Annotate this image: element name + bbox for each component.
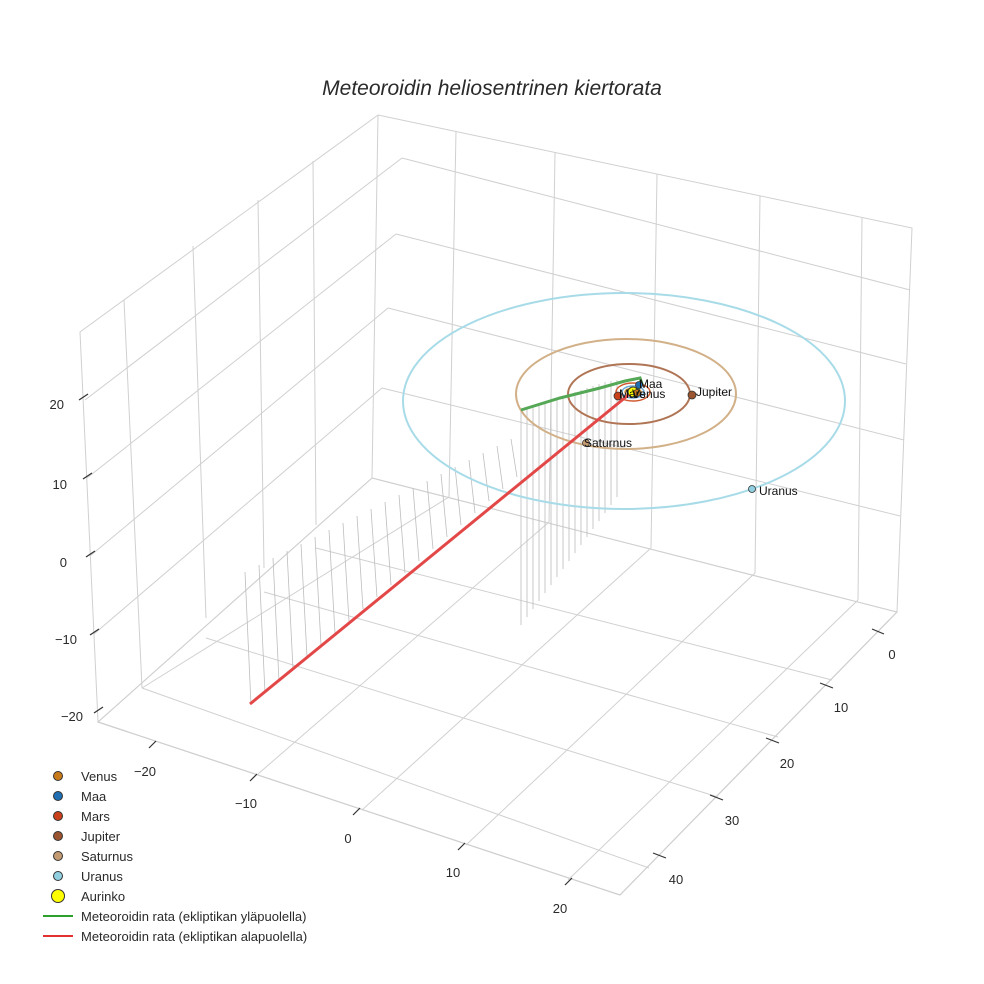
x-tick-label: 0 [344,831,351,846]
mars-label: Mars [619,387,646,401]
legend-item-mars[interactable]: Mars [40,806,307,826]
maa-orbit [621,385,645,399]
legend-label: Meteoroidin rata (ekliptikan yläpuolella… [81,908,307,924]
y-axis: 0 10 20 30 40 [619,611,898,896]
legend-label: Maa [81,788,107,804]
x-axis: −20 −10 0 10 20 [97,721,621,916]
y-tick-label: 20 [780,756,794,771]
planets: Maa Mars Venus Jupiter Saturnus Uranus [582,377,798,498]
legend-label: Meteoroidin rata (ekliptikan alapuolella… [81,928,308,944]
legend: Venus Maa Mars Jupiter Saturnus Uranus A… [40,766,307,946]
uranus-marker [748,485,756,493]
maa-marker [635,381,643,389]
legend-item-uranus[interactable]: Uranus [40,866,307,886]
saturnus-label: Saturnus [584,436,632,450]
z-axis: 20 10 0 −10 −20 [50,393,104,724]
legend-item-path-below[interactable]: Meteoroidin rata (ekliptikan alapuolella… [40,926,307,946]
legend-item-jupiter[interactable]: Jupiter [40,826,307,846]
legend-label: Venus [81,768,118,784]
circle-marker-icon [53,791,63,801]
grid-left-wall [79,114,403,724]
y-tick-label: 10 [834,700,848,715]
legend-label: Mars [81,808,110,824]
legend-item-saturnus[interactable]: Saturnus [40,846,307,866]
legend-item-aurinko[interactable]: Aurinko [40,886,307,906]
uranus-orbit [402,292,846,510]
circle-marker-icon [53,831,63,841]
legend-item-maa[interactable]: Maa [40,786,307,806]
z-tick-label: 10 [53,477,67,492]
line-marker-icon [43,935,73,937]
venus-marker [633,389,641,397]
jupiter-label: Jupiter [696,385,732,399]
sun-marker-icon [51,889,65,903]
legend-label: Jupiter [81,828,121,844]
maa-label: Maa [639,377,663,391]
mars-marker [613,391,623,401]
uranus-label: Uranus [759,484,798,498]
y-tick-label: 40 [669,872,683,887]
z-tick-label: −20 [61,709,83,724]
circle-marker-icon [53,771,63,781]
x-tick-label: 20 [553,901,567,916]
x-tick-label: 10 [446,865,460,880]
legend-label: Uranus [81,868,123,884]
meteoroid-path-below [249,390,633,706]
z-tick-label: 20 [50,397,64,412]
x-tick-label: −10 [235,796,257,811]
y-tick-label: 0 [888,647,895,662]
venus-label: Venus [632,387,665,401]
x-tick-label: −20 [134,764,156,779]
saturnus-orbit [515,338,737,450]
legend-item-path-above[interactable]: Meteoroidin rata (ekliptikan yläpuolella… [40,906,307,926]
legend-item-venus[interactable]: Venus [40,766,307,786]
legend-label: Aurinko [81,888,126,904]
drop-lines [244,380,618,706]
orbits [402,292,846,510]
circle-marker-icon [53,851,63,861]
circle-marker-icon [53,871,63,881]
jupiter-marker [687,390,697,400]
legend-label: Saturnus [81,848,134,864]
mars-orbit [615,382,651,402]
z-tick-label: 0 [60,555,67,570]
chart-title: Meteoroidin heliosentrinen kiertorata [322,77,662,100]
line-marker-icon [43,915,73,917]
y-tick-label: 30 [725,813,739,828]
circle-marker-icon [53,811,63,821]
z-tick-label: −10 [55,632,77,647]
saturnus-marker [582,439,590,447]
